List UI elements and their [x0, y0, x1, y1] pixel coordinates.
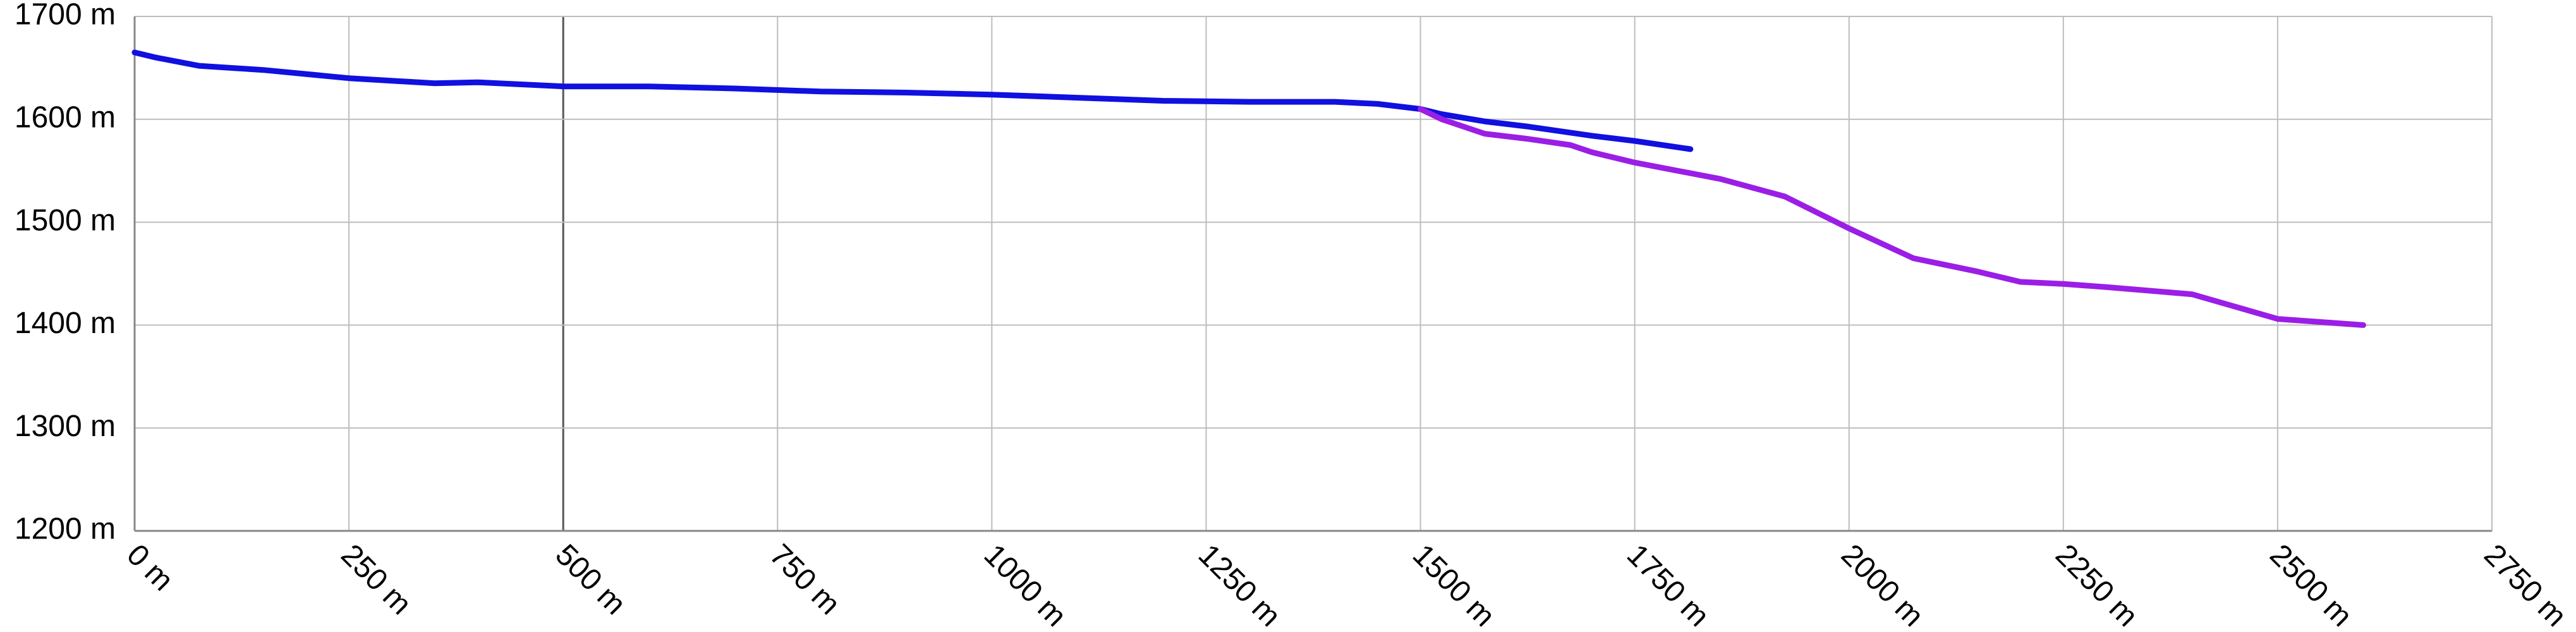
x-tick-label: 2000 m: [1835, 538, 1930, 632]
x-tick-label: 1250 m: [1192, 538, 1287, 632]
y-tick-label: 1700 m: [15, 0, 116, 32]
y-tick-label: 1500 m: [15, 204, 116, 237]
x-tick-label: 500 m: [549, 538, 632, 621]
x-tick-label: 2250 m: [2049, 538, 2144, 632]
x-tick-label: 2500 m: [2263, 538, 2359, 632]
series-line-2: [1418, 106, 2366, 328]
x-tick-label: 1500 m: [1406, 538, 1502, 632]
x-tick-label: 0 m: [120, 538, 179, 597]
series-lines: [131, 49, 2366, 328]
grid: [133, 16, 2493, 532]
y-tick-label: 1600 m: [15, 100, 116, 134]
x-tick-label: 1750 m: [1620, 538, 1716, 632]
y-tick-label: 1300 m: [15, 410, 116, 443]
series-line-1: [131, 49, 1694, 152]
x-tick-label: 250 m: [334, 538, 418, 621]
y-tick-label: 1400 m: [15, 307, 116, 340]
x-tick-label: 1000 m: [978, 538, 1073, 632]
x-tick-label: 750 m: [763, 538, 847, 621]
x-tick-label: 2750 m: [2477, 538, 2573, 632]
y-tick-label: 1200 m: [15, 513, 116, 546]
tick-labels: 1200 m 1300 m 1400 m 1500 m 1600 m 1700 m 0 m 2…: [15, 0, 2573, 632]
